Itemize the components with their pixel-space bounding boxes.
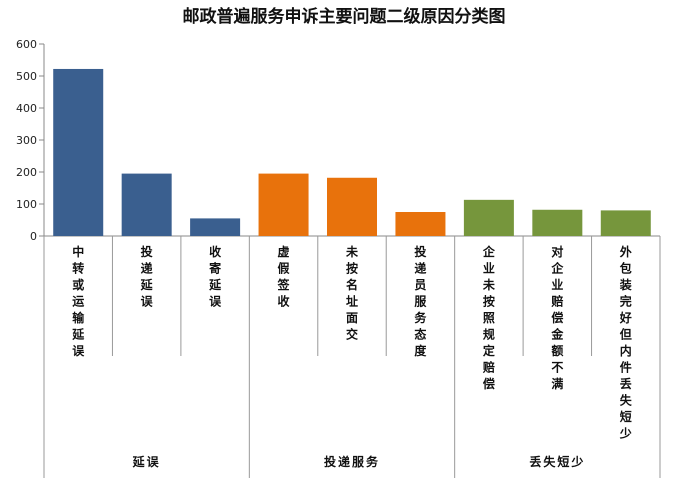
chart-title: 邮政普遍服务申诉主要问题二级原因分类图 [183,6,506,27]
y-tick-label: 400 [16,102,37,115]
category-label: 投递员服务态度 [414,244,427,358]
group-label: 丢失短少 [529,454,585,469]
category-label: 企业未按照规定赔偿 [482,244,496,391]
bar [258,173,309,236]
group-label: 延误 [132,454,161,469]
bar [327,177,377,236]
category-label: 对企业赔偿金额不满 [550,244,564,391]
y-tick-label: 200 [16,166,37,179]
category-label: 投递延误 [140,244,154,309]
y-tick-label: 300 [16,134,37,147]
category-label: 中转或运输延误 [71,244,85,358]
bar [190,218,241,236]
category-label: 收寄延误 [208,244,222,309]
y-tick-label: 500 [16,70,37,83]
category-label: 未按名址面交 [345,244,358,342]
bar [463,199,514,236]
category-label: 虚假签收 [277,244,291,309]
y-tick-label: 600 [16,38,37,51]
bar [121,173,172,236]
bars [53,68,651,237]
bar [600,210,651,236]
axes: 0 100 200 300 400 500 600 [16,38,661,478]
category-label: 外包装完好但内件丢失短少 [619,244,633,441]
labels: 中转或运输延误 投递延误 收寄延误 虚假签收 未按名址面交 投递员服务态度 企业未按照规定赔… [71,244,633,469]
y-tick-label: 0 [30,230,37,243]
bar [53,68,104,237]
y-tick-label: 100 [16,198,37,211]
group-label: 投递服务 [324,454,380,469]
bar [395,212,446,236]
bar [532,209,583,236]
